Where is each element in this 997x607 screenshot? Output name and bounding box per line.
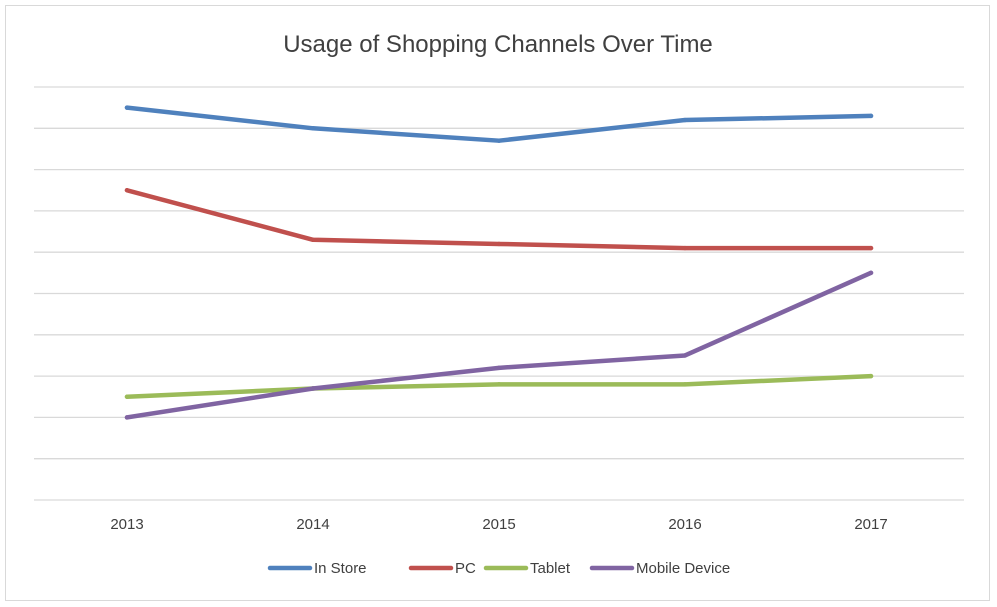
legend-label-mobile-device: Mobile Device [636,560,730,577]
x-tick-label: 2017 [854,516,887,533]
legend-label-in-store: In Store [314,560,367,577]
x-axis-tick-labels: 2013 2014 2015 2016 2017 [110,516,887,533]
x-tick-label: 2016 [668,516,701,533]
data-point-pc [496,241,502,247]
data-point-tablet [496,382,502,387]
data-point-tablet [868,373,874,379]
data-point-in-store [682,117,688,123]
legend-label-tablet: Tablet [530,560,571,577]
data-point-mobile-device [310,386,316,391]
series-line-in-store [124,105,874,143]
x-tick-label: 2014 [296,516,329,533]
data-point-mobile-device [496,365,502,371]
data-point-tablet [124,394,130,399]
gridlines [34,86,964,501]
legend-label-pc: PC [455,560,476,577]
x-tick-label: 2013 [110,516,143,533]
data-point-mobile-device [124,415,130,420]
x-tick-label: 2015 [482,516,515,533]
data-point-in-store [124,105,130,110]
series-lines [124,105,874,420]
data-point-in-store [310,126,316,131]
data-point-mobile-device [868,270,874,276]
legend: In Store PC Tablet Mobile Device [267,560,730,577]
data-point-pc [682,245,688,251]
data-point-in-store [868,113,874,119]
data-point-mobile-device [682,353,688,358]
chart-title: Usage of Shopping Channels Over Time [283,31,713,58]
chart-frame [5,5,990,601]
series-line-mobile-device [124,270,874,420]
data-point-pc [124,188,130,193]
data-point-pc [868,245,874,251]
data-point-in-store [496,138,502,143]
data-point-pc [310,237,316,243]
data-point-tablet [682,382,688,387]
series-line-pc [124,188,874,251]
